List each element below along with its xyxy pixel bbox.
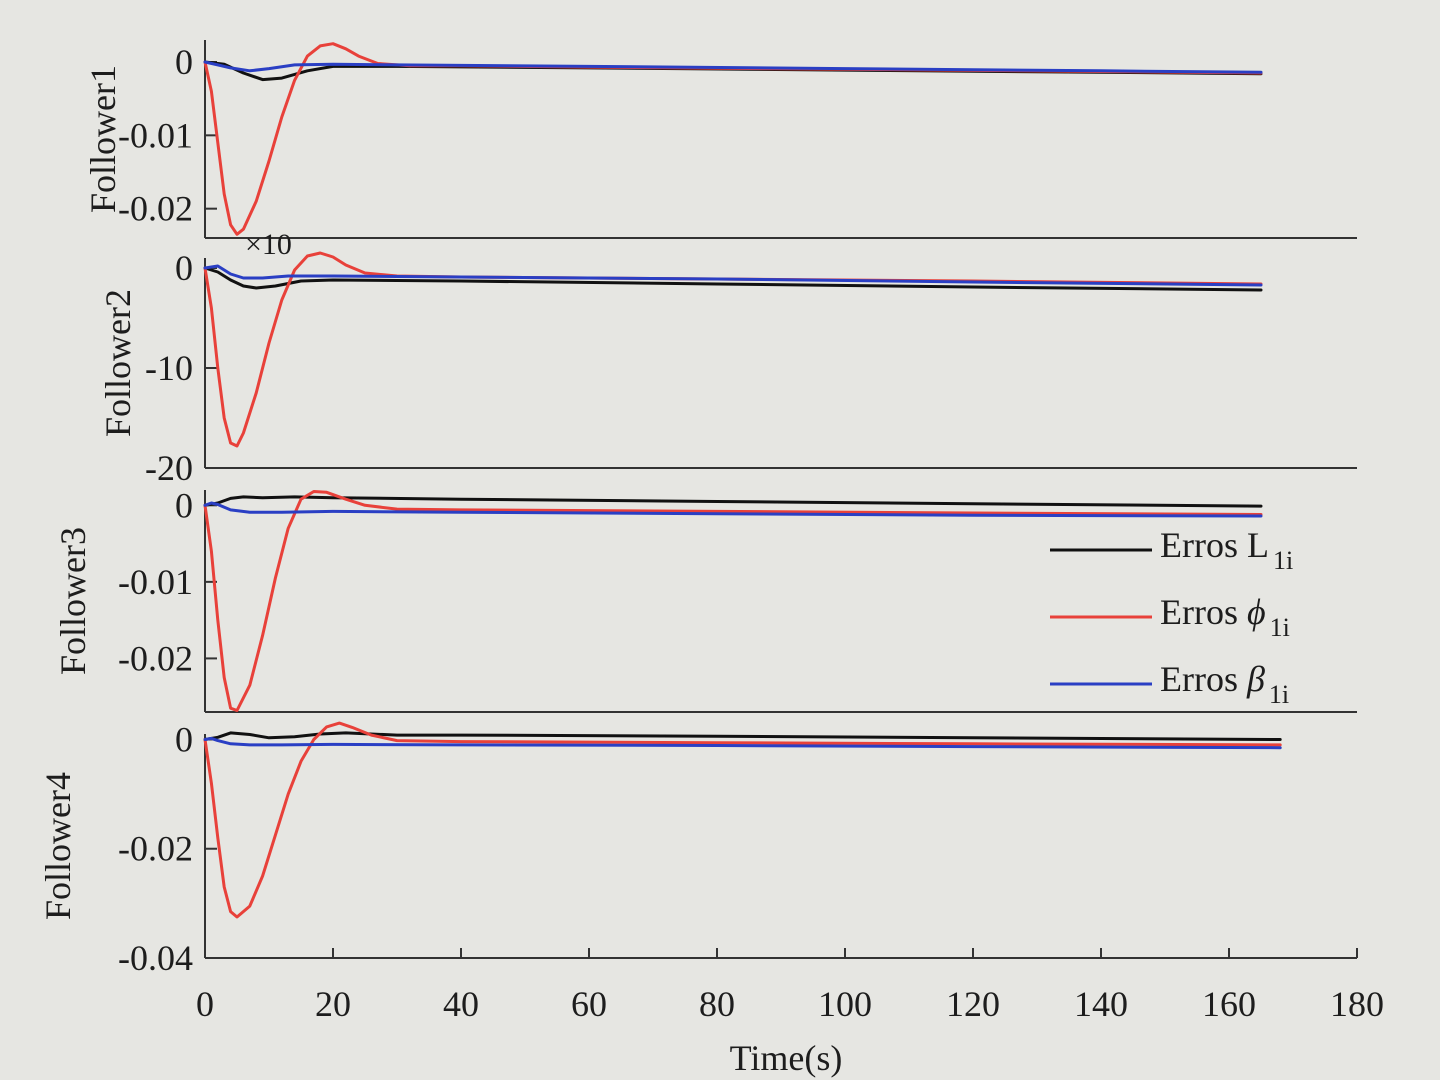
y-tick-label: -10: [145, 348, 193, 388]
y-axis-title: Follower4: [38, 772, 78, 920]
series-line-beta-2: [203, 264, 1263, 287]
series-line-beta-4: [203, 736, 1282, 750]
y-axis-title: Follower3: [53, 527, 93, 675]
x-tick-label: 140: [1074, 984, 1128, 1024]
y-tick-label: 0: [175, 248, 193, 288]
series-line-L-3: [203, 495, 1263, 508]
x-tick-label: 160: [1202, 984, 1256, 1024]
y-tick-label: -0.04: [118, 938, 193, 978]
x-tick-label: 0: [196, 984, 214, 1024]
y-tick-label: -0.02: [118, 189, 193, 229]
x-tick-label: 20: [315, 984, 351, 1024]
x-axis-title: Time(s): [730, 1038, 843, 1078]
x-tick-label: 40: [443, 984, 479, 1024]
y-tick-label: 0: [175, 485, 193, 525]
x-tick-label: 60: [571, 984, 607, 1024]
legend-entry-phi: Erros ϕ 1i: [1160, 592, 1290, 642]
y-tick-label: -0.01: [118, 115, 193, 155]
x-tick-label: 100: [818, 984, 872, 1024]
legend-entry-L: Erros L 1i: [1160, 525, 1293, 575]
series-line-beta-1: [203, 60, 1263, 74]
y-tick-label: 0: [175, 719, 193, 759]
y-tick-label: -0.02: [118, 638, 193, 678]
y-axis-title: Follower2: [98, 289, 138, 437]
y-tick-label: 0: [175, 42, 193, 82]
x-tick-label: 120: [946, 984, 1000, 1024]
series-line-beta-3: [203, 501, 1263, 518]
series-line-phi-3: [203, 490, 1263, 712]
x-tick-label: 80: [699, 984, 735, 1024]
y-tick-label: -0.01: [118, 562, 193, 602]
plot-layer: 0-0.01-0.02Follower1×100-10-20Follower20…: [38, 40, 1384, 1024]
y-tick-label: -20: [145, 448, 193, 488]
legend-entry-beta: Erros β 1i: [1160, 659, 1289, 709]
x-tick-label: 180: [1330, 984, 1384, 1024]
y-exponent-label: ×10: [245, 228, 292, 261]
y-axis-title: Follower1: [83, 65, 123, 213]
series-line-phi-4: [203, 721, 1282, 919]
y-tick-label: -0.02: [118, 829, 193, 869]
